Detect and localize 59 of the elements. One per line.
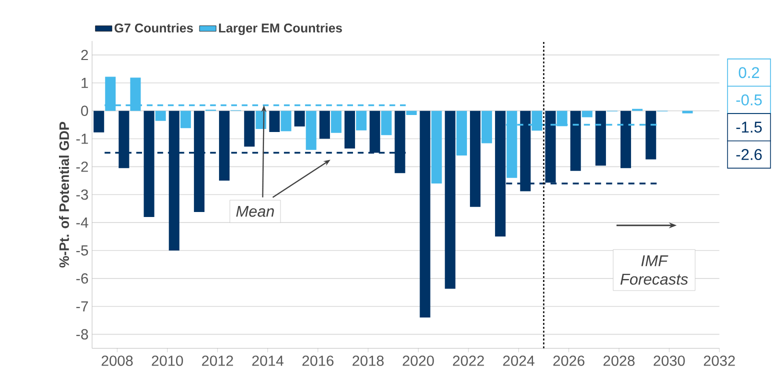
x-tick-label: 2024 xyxy=(503,355,534,366)
x-tick-label: 2018 xyxy=(352,355,384,366)
y-tick-label: -3 xyxy=(76,189,88,200)
y-tick-label: -5 xyxy=(76,245,88,256)
bar xyxy=(244,110,255,146)
text: -2.6 xyxy=(736,148,762,160)
bar xyxy=(456,110,467,156)
bar xyxy=(620,110,632,168)
x-tick-label: 2016 xyxy=(302,355,334,366)
y-tick-label: -7 xyxy=(76,301,88,312)
bar xyxy=(444,110,456,289)
x-tick-label: 2020 xyxy=(402,355,434,366)
bar xyxy=(330,110,342,133)
y-tick-label: -2 xyxy=(76,161,88,172)
x-tick-label: 2030 xyxy=(654,355,685,366)
bar xyxy=(180,110,191,128)
annotation: IMF Forecasts xyxy=(620,255,688,285)
bar xyxy=(94,110,104,132)
bar xyxy=(582,110,592,118)
bar xyxy=(381,110,392,135)
bar xyxy=(482,110,492,144)
y-tick-label: 1 xyxy=(82,78,88,88)
x-tick-label: 2026 xyxy=(553,355,584,366)
text: -1.5 xyxy=(736,122,762,132)
bar xyxy=(570,110,581,171)
x-tick-label: 2012 xyxy=(202,355,234,366)
y-tick-label: -8 xyxy=(76,328,88,340)
bar xyxy=(344,110,356,148)
y-tick-label: 2 xyxy=(81,50,88,60)
bar xyxy=(406,110,417,115)
legend-label: G7 Countries xyxy=(114,23,193,32)
x-tick-label: 2022 xyxy=(452,355,484,366)
y-tick-label: -1 xyxy=(76,134,88,144)
legend-label: Larger EM Countries xyxy=(219,23,342,35)
bar xyxy=(595,110,606,166)
y-tick-label: -6 xyxy=(76,273,88,284)
y-tick-label: -4 xyxy=(76,217,88,228)
bar xyxy=(470,110,480,207)
bar xyxy=(269,110,280,132)
y-tick-label: 0 xyxy=(81,105,88,116)
text: 0.2 xyxy=(738,66,760,78)
bar xyxy=(431,110,442,184)
x-tick-label: 2008 xyxy=(102,355,133,366)
x-tick-label: 2014 xyxy=(252,355,284,366)
bar xyxy=(280,110,292,132)
text: -0.5 xyxy=(736,94,762,106)
y-axis-title: %-Pt. of Potential GDP xyxy=(59,122,70,268)
bar xyxy=(319,110,330,139)
bar xyxy=(646,110,656,160)
x-tick-label: 2028 xyxy=(604,355,635,366)
annotation: Mean xyxy=(236,206,274,217)
bar xyxy=(356,110,367,130)
x-tick-label: 2010 xyxy=(152,355,183,366)
x-tick-label: 2032 xyxy=(704,355,735,366)
bar xyxy=(155,110,166,121)
bar xyxy=(306,110,316,150)
bar xyxy=(682,110,693,114)
bar xyxy=(294,110,305,126)
bar xyxy=(420,110,430,318)
